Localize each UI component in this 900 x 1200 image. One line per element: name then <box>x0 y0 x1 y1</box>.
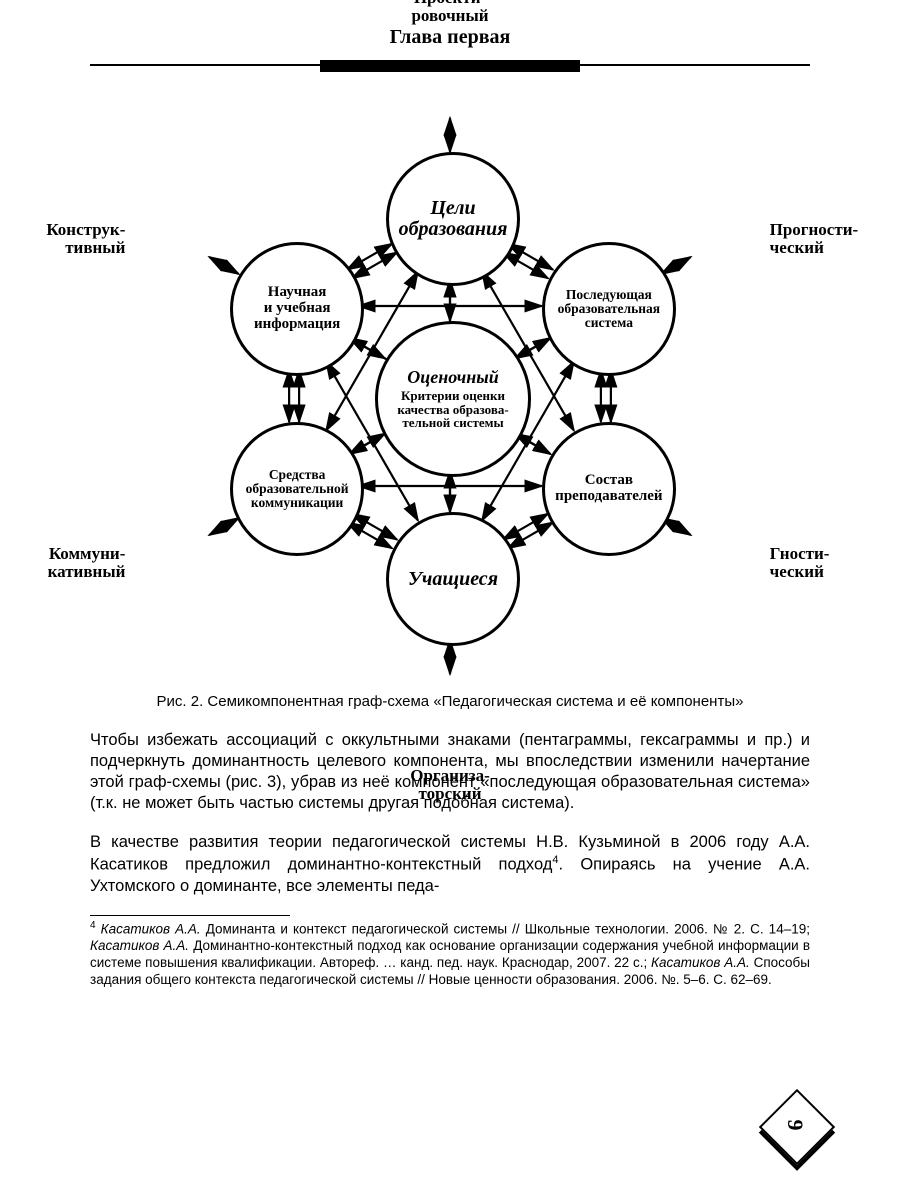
page-number: 9 <box>760 1090 830 1160</box>
footnote: 4 Касатиков А.А. Доминанта и контекст пе… <box>90 920 810 989</box>
header-rule <box>90 64 810 66</box>
ext-label-n1: Прогности-ческий <box>770 221 880 257</box>
ring-node-n3: Учащиеся <box>386 512 520 646</box>
ring-node-n5: Научнаяи учебнаяинформация <box>230 242 364 376</box>
ext-label-n0: Проекти-ровочный <box>395 0 505 25</box>
paragraph-2: В качестве развития теории педагогическо… <box>90 832 810 897</box>
ring-node-n4: Средстваобразовательнойкоммуникации <box>230 422 364 556</box>
footnote-rule <box>90 915 290 916</box>
chapter-title: Глава первая <box>390 26 511 49</box>
page-number-ornament: 9 <box>760 1090 830 1160</box>
graph-diagram: ОценочныйКритерии оценкикачества образов… <box>90 106 810 686</box>
center-node: ОценочныйКритерии оценкикачества образов… <box>375 321 531 477</box>
ring-node-n2: Составпреподавателей <box>542 422 676 556</box>
ring-node-n1: Последующаяобразовательнаясистема <box>542 242 676 376</box>
ext-label-n4: Коммуни-кативный <box>15 545 125 581</box>
ext-label-n3: Организа-торский <box>395 767 505 803</box>
ext-label-n5: Конструк-тивный <box>15 221 125 257</box>
ring-node-n0: Целиобразования <box>386 152 520 286</box>
header-bar <box>320 60 580 72</box>
figure-caption: Рис. 2. Семикомпонентная граф-схема «Пед… <box>90 692 810 712</box>
ext-label-n2: Гности-ческий <box>770 545 880 581</box>
